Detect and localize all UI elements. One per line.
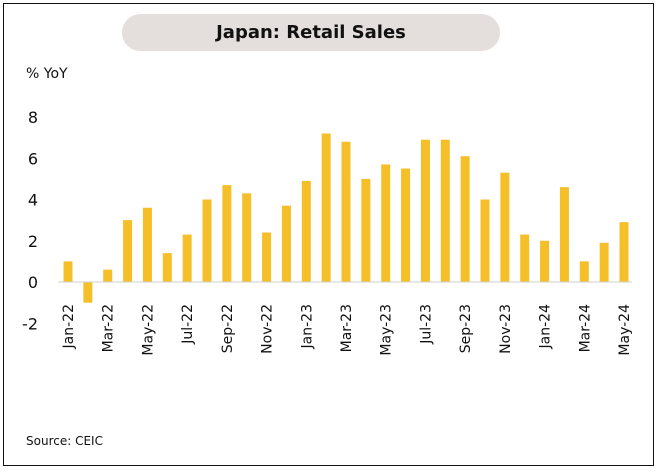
bar [123, 220, 133, 283]
x-tick-label: May-22 [140, 304, 156, 356]
bars [63, 133, 629, 303]
bar [500, 172, 510, 282]
bar [301, 180, 311, 282]
bar [341, 141, 351, 282]
x-tick-label: Jul-22 [180, 304, 196, 345]
x-tick-label: Sep-22 [220, 304, 236, 353]
bar [83, 282, 93, 303]
x-tick-label: Nov-22 [260, 304, 276, 354]
y-tick-label: 6 [28, 149, 38, 168]
bar [281, 205, 291, 282]
chart-title: Japan: Retail Sales [122, 14, 500, 51]
y-tick-label: 0 [28, 273, 38, 292]
y-tick-label: 2 [28, 232, 38, 251]
bar [540, 240, 550, 282]
bar [520, 234, 530, 282]
x-axis-ticks: Jan-22 Mar-22 May-22 Jul-22 Sep-22 Nov-22 Jan-… [61, 304, 633, 356]
x-tick-label: Sep-23 [458, 304, 474, 353]
x-tick-label: Nov-23 [498, 304, 514, 354]
x-tick-label: Mar-24 [577, 304, 593, 352]
y-axis-ticks: -2 0 2 4 6 8 [22, 108, 38, 333]
bar [321, 133, 331, 282]
x-tick-label: Mar-23 [339, 304, 355, 352]
x-tick-label: Jan-22 [61, 304, 77, 349]
x-tick-label: Mar-22 [101, 304, 117, 352]
y-tick-label: 4 [28, 191, 38, 210]
bar [361, 178, 371, 283]
y-tick-label: -2 [22, 314, 38, 333]
x-tick-label: Jan-24 [538, 304, 554, 350]
bar [103, 269, 113, 283]
y-tick-label: 8 [28, 108, 38, 127]
bar [420, 139, 430, 282]
bar [460, 156, 470, 282]
bar [440, 139, 450, 282]
bar [559, 187, 569, 283]
bar [579, 261, 589, 283]
bar [162, 253, 172, 283]
bar [63, 261, 73, 283]
y-axis-label: % YoY [26, 66, 68, 82]
bar [480, 199, 490, 282]
bar [262, 232, 272, 282]
bar [401, 168, 411, 282]
bar [381, 164, 391, 282]
bar [599, 242, 609, 282]
bar [182, 234, 192, 282]
x-tick-label: May-23 [379, 304, 395, 356]
bar [619, 222, 629, 282]
bar [222, 185, 232, 282]
bar [202, 199, 212, 282]
x-tick-label: May-24 [617, 304, 633, 356]
source-note: Source: CEIC [26, 434, 103, 448]
x-tick-label: Jan-23 [299, 304, 315, 349]
x-tick-label: Jul-23 [418, 304, 434, 345]
bar [242, 193, 252, 282]
bar [142, 207, 152, 282]
